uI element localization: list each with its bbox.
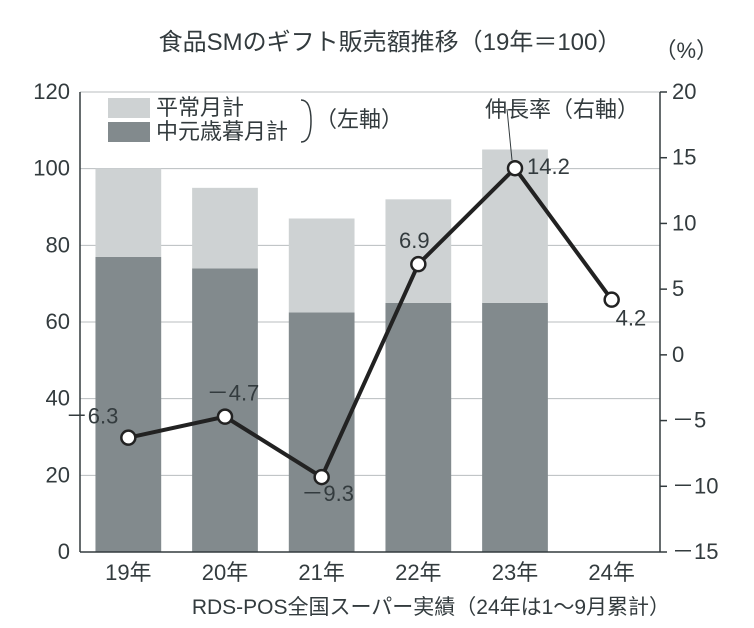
value-label: 4.2: [616, 306, 647, 331]
value-label: 6.9: [399, 228, 430, 253]
chart-title: 食品SMのギフト販売額推移（19年＝100）: [159, 29, 622, 56]
value-label: －6.3: [66, 404, 119, 429]
x-tick-label: 20年: [202, 560, 248, 585]
legend-swatch-light: [108, 98, 150, 118]
left-tick-label: 120: [33, 79, 70, 104]
right-tick-label: 5: [672, 276, 684, 301]
legend-swatch-dark: [108, 122, 150, 142]
left-tick-label: 0: [58, 539, 70, 564]
bar-segment: [385, 303, 451, 552]
legend-left-axis-note: （左軸）: [315, 107, 403, 132]
left-tick-label: 60: [46, 309, 70, 334]
legend-line-label: 伸長率（右軸）: [485, 97, 639, 122]
bar-segment: [95, 169, 161, 257]
right-tick-label: －10: [672, 473, 718, 498]
bar-segment: [482, 303, 548, 552]
right-tick-label: 0: [672, 342, 684, 367]
value-label: －9.3: [301, 481, 354, 506]
x-tick-label: 24年: [588, 560, 634, 585]
bar-segment: [192, 188, 258, 268]
value-label: 14.2: [527, 154, 570, 179]
line-marker: [605, 293, 619, 307]
x-tick-label: 19年: [105, 560, 151, 585]
right-tick-label: 20: [672, 79, 696, 104]
chart-container: 食品SMのギフト販売額推移（19年＝100）（%）020406080100120…: [0, 0, 754, 628]
line-marker: [121, 431, 135, 445]
left-tick-label: 100: [33, 156, 70, 181]
right-tick-label: －15: [672, 539, 718, 564]
bar-segment: [289, 312, 355, 552]
x-tick-label: 22年: [395, 560, 441, 585]
legend-label-dark: 中元歳暮月計: [156, 119, 288, 144]
line-marker: [411, 257, 425, 271]
right-tick-label: 15: [672, 145, 696, 170]
line-marker: [218, 410, 232, 424]
x-tick-label: 23年: [492, 560, 538, 585]
chart-footnote: RDS-POS全国スーパー実績（24年は1〜9月累計）: [192, 596, 670, 619]
right-tick-label: －5: [672, 408, 706, 433]
legend-brace: [301, 100, 311, 142]
right-axis-unit: （%）: [654, 38, 718, 63]
x-tick-label: 21年: [298, 560, 344, 585]
left-tick-label: 20: [46, 462, 70, 487]
right-tick-label: 10: [672, 210, 696, 235]
bar-segment: [289, 219, 355, 313]
value-label: －4.7: [207, 381, 260, 406]
legend-label-light: 平常月計: [156, 95, 244, 120]
left-tick-label: 80: [46, 232, 70, 257]
chart-svg: 食品SMのギフト販売額推移（19年＝100）（%）020406080100120…: [0, 0, 754, 628]
line-marker: [508, 161, 522, 175]
